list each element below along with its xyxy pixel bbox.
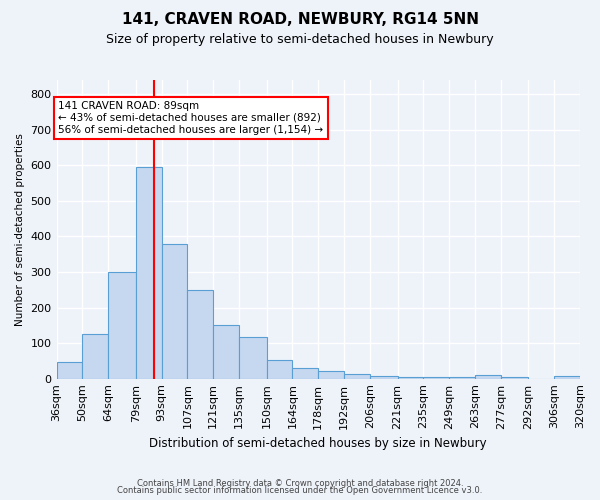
- X-axis label: Distribution of semi-detached houses by size in Newbury: Distribution of semi-detached houses by …: [149, 437, 487, 450]
- Bar: [187, 290, 213, 378]
- Bar: [82, 334, 108, 378]
- Bar: [554, 376, 580, 378]
- Y-axis label: Number of semi-detached properties: Number of semi-detached properties: [15, 133, 25, 326]
- Bar: [344, 374, 370, 378]
- Bar: [292, 368, 318, 378]
- Text: Contains HM Land Registry data © Crown copyright and database right 2024.: Contains HM Land Registry data © Crown c…: [137, 478, 463, 488]
- Text: 141 CRAVEN ROAD: 89sqm
← 43% of semi-detached houses are smaller (892)
56% of se: 141 CRAVEN ROAD: 89sqm ← 43% of semi-det…: [58, 102, 323, 134]
- Bar: [370, 376, 398, 378]
- Bar: [161, 244, 187, 378]
- Bar: [239, 336, 266, 378]
- Text: Contains public sector information licensed under the Open Government Licence v3: Contains public sector information licen…: [118, 486, 482, 495]
- Bar: [136, 167, 161, 378]
- Bar: [213, 326, 239, 378]
- Bar: [318, 371, 344, 378]
- Bar: [108, 272, 136, 378]
- Text: Size of property relative to semi-detached houses in Newbury: Size of property relative to semi-detach…: [106, 32, 494, 46]
- Bar: [475, 375, 501, 378]
- Bar: [266, 360, 292, 378]
- Text: 141, CRAVEN ROAD, NEWBURY, RG14 5NN: 141, CRAVEN ROAD, NEWBURY, RG14 5NN: [121, 12, 479, 28]
- Bar: [56, 362, 82, 378]
